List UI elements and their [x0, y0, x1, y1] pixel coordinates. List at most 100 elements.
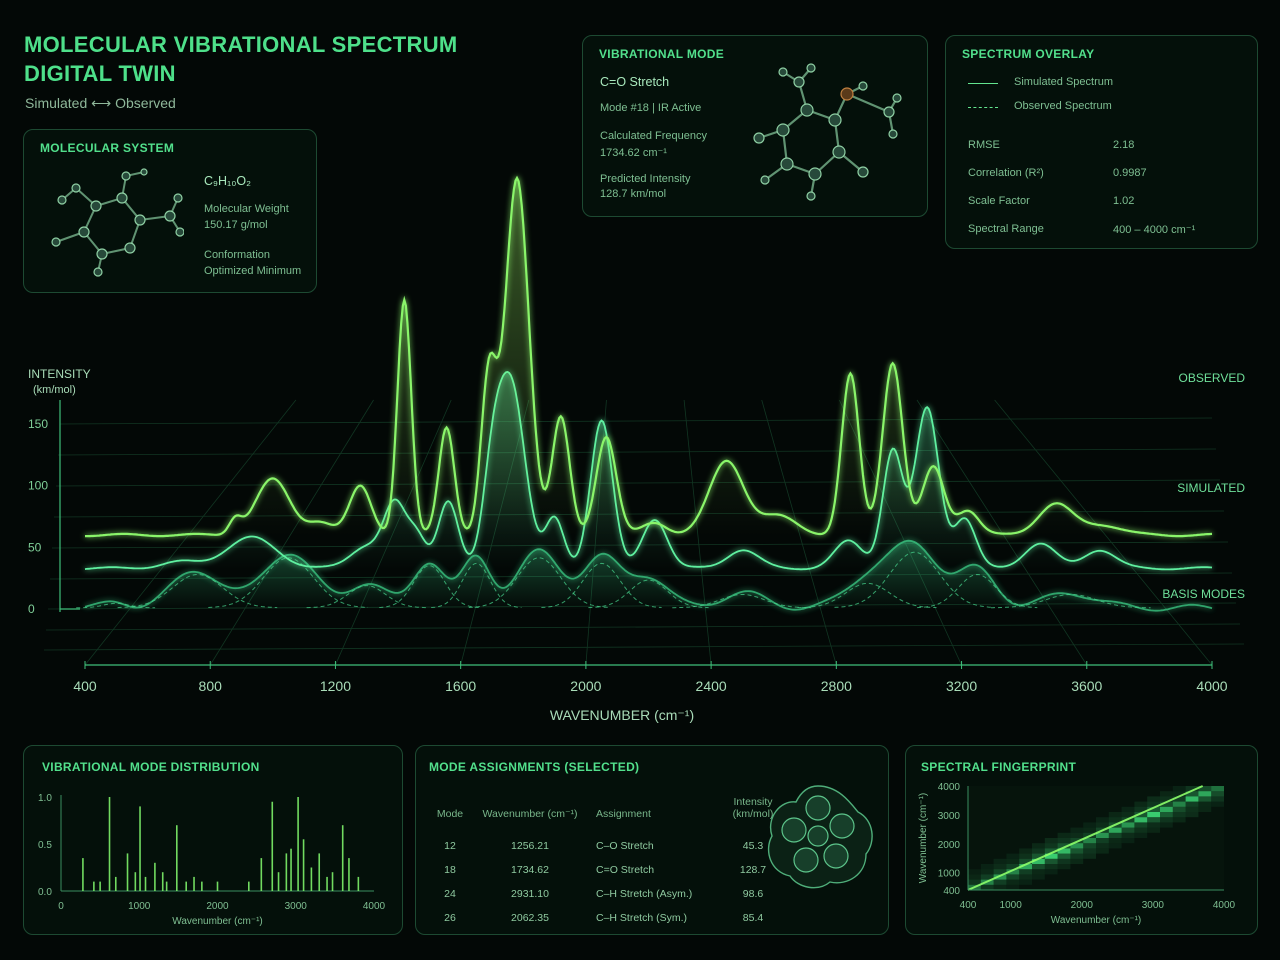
fp-cell [1147, 806, 1160, 812]
series-line [85, 175, 1213, 538]
fp-cell [1185, 801, 1199, 807]
fp-cell [1108, 838, 1122, 844]
y-tick-label: 50 [28, 540, 42, 554]
x-tick-label: 2800 [821, 678, 852, 694]
molecular-weight-value: 150.17 g/mol [204, 219, 268, 231]
x-tick-label: 800 [199, 678, 223, 694]
fp-cell [993, 874, 1007, 880]
y-axis-unit-label: (km/mol) [33, 384, 76, 396]
header-mode: Mode [436, 808, 464, 820]
fp-cell [1044, 869, 1058, 875]
dist-x-axis-label: Wavenumber (cm⁻¹) [172, 916, 262, 927]
cell-intensity: 85.4 [742, 912, 764, 924]
cell-assignment: C=O Stretch [596, 864, 655, 876]
cell-mode: 26 [444, 912, 456, 924]
cell-wavenumber: 2062.35 [511, 912, 549, 924]
fp-cell [993, 884, 1007, 890]
dist-x-tick-label: 2000 [206, 901, 229, 912]
x-axis-label: WAVENUMBER (cm⁻¹) [550, 707, 694, 723]
fp-cell [1198, 806, 1212, 812]
gridline-horizontal [55, 479, 1221, 487]
predicted-intensity-label: Predicted Intensity [600, 173, 691, 185]
fp-cell [1172, 786, 1186, 792]
fp-cell [1211, 791, 1224, 797]
fp-cell [1019, 853, 1032, 859]
fp-cell [1198, 801, 1212, 807]
fp-cell [993, 858, 1007, 864]
fp-cell [1006, 858, 1020, 864]
cell-intensity: 128.7 [739, 864, 767, 876]
fp-cell [968, 869, 981, 875]
vibrational-mode-title: VIBRATIONAL MODE [599, 47, 725, 61]
fp-x-tick-label: 400 [960, 900, 977, 911]
fp-cell [1147, 827, 1160, 833]
fp-y-tick-label: 3000 [938, 811, 961, 822]
fp-cell [1172, 817, 1186, 823]
fp-y-tick-label: 400 [943, 886, 960, 897]
basis-mode-curve [306, 585, 427, 609]
fp-cell [993, 864, 1007, 870]
fp-cell [1070, 843, 1084, 849]
mode-assignments-table: Mode Wavenumber (cm⁻¹) Assignment Intens… [428, 796, 782, 930]
fp-cell [1019, 848, 1032, 854]
table-row: 18 1734.62 C=O Stretch 128.7 [428, 858, 782, 882]
fp-cell [1096, 838, 1109, 844]
basis-mode-curve [379, 565, 479, 608]
series-observed [85, 175, 1213, 538]
y-tick-label: 0 [28, 602, 35, 616]
fp-cell [1070, 858, 1084, 864]
fp-cell [1070, 838, 1084, 844]
page-title-line2: DIGITAL TWIN [24, 61, 176, 86]
fp-cell [1006, 853, 1020, 859]
fp-cell [1057, 832, 1071, 838]
mode-distribution-panel: VIBRATIONAL MODE DISTRIBUTION 0.0 0.5 1.0 0… [23, 745, 403, 935]
spectral-fingerprint-chart: 400 1000 2000 3000 4000 400 1000 2000 3000 4000 Wa… [918, 782, 1236, 926]
calculated-frequency-label: Calculated Frequency [600, 130, 708, 142]
fp-cell [1108, 832, 1122, 838]
stat-correlation-label: Correlation (R²) [968, 167, 1044, 179]
legend-simulated-line [968, 83, 998, 84]
cell-wavenumber: 1734.62 [511, 864, 549, 876]
basis-mode-curve [468, 557, 608, 608]
basis-mode-curve [797, 582, 937, 609]
fp-cell [1032, 874, 1045, 880]
spectral-fingerprint-panel: SPECTRAL FINGERPRINT 400 1000 2000 3000 4000… [905, 745, 1258, 935]
fp-cell [1070, 848, 1084, 854]
fp-cell [1134, 812, 1148, 818]
fp-cell [1147, 812, 1160, 818]
fp-cell [1083, 827, 1096, 833]
cell-intensity: 98.6 [742, 888, 764, 900]
x-tick-label: 400 [73, 678, 97, 694]
fp-cell [1108, 812, 1122, 818]
cell-mode: 18 [444, 864, 456, 876]
y-tick-label: 100 [28, 479, 48, 493]
fp-cell [1083, 843, 1096, 849]
fp-cell [1019, 869, 1032, 875]
fp-cell [1006, 879, 1020, 885]
stat-spectral-range-label: Spectral Range [968, 223, 1044, 235]
fp-cell [1032, 843, 1045, 849]
fp-cell [1121, 827, 1135, 833]
series-area [85, 371, 1212, 570]
molecular-formula: C₉H₁₀O₂ [204, 174, 251, 188]
cell-mode: 24 [444, 888, 456, 900]
table-row: 26 2062.35 C–H Stretch (Sym.) 85.4 [428, 906, 782, 930]
legend-observed-label: Observed Spectrum [1014, 100, 1112, 112]
predicted-intensity-value: 128.7 km/mol [600, 188, 667, 200]
fp-cell [1057, 843, 1071, 849]
series-label: SIMULATED [1177, 481, 1245, 495]
stat-scale-factor-value: 1.02 [1113, 195, 1135, 207]
fp-cell [1006, 864, 1020, 870]
x-tick-label: 1200 [320, 678, 351, 694]
basis-mode-curve [917, 573, 1038, 609]
fp-cell [1006, 884, 1020, 890]
fp-cell [1096, 843, 1109, 849]
fp-cell [993, 869, 1007, 875]
fp-cell [1134, 822, 1148, 828]
gridline-horizontal [45, 623, 1241, 631]
calculated-frequency-value: 1734.62 cm⁻¹ [600, 147, 667, 159]
stat-rmse-label: RMSE [968, 139, 1000, 151]
mode-name: C=O Stretch [600, 75, 670, 89]
x-tick-label: 3200 [946, 678, 977, 694]
series-simulated [84, 370, 1213, 571]
